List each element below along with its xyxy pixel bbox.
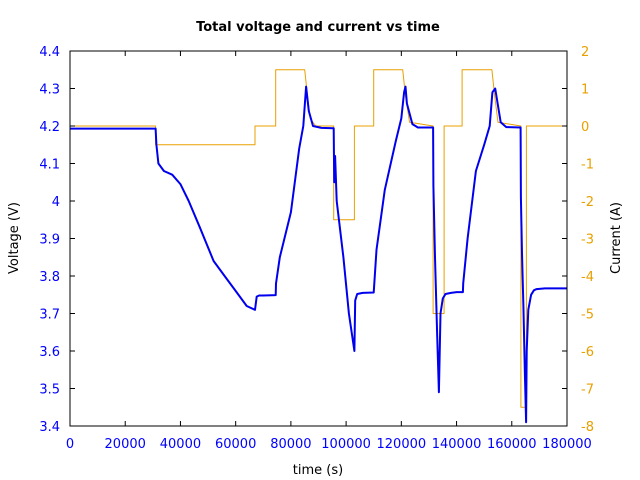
y-left-tick-label: 3.8 bbox=[39, 270, 60, 285]
y-right-tick-label: -1 bbox=[581, 158, 594, 173]
x-tick-label: 0 bbox=[66, 437, 74, 452]
series-layer bbox=[70, 69, 567, 424]
x-tick-label: 20000 bbox=[105, 437, 146, 452]
y-right-tick-label: -8 bbox=[581, 420, 594, 435]
y-right-tick-label: -6 bbox=[581, 345, 594, 360]
x-axis: 0 20000 40000 60000 80000 100000 120000 140000 1… bbox=[66, 51, 592, 452]
x-tick-label: 80000 bbox=[270, 437, 311, 452]
y-axis-left-label: Voltage (V) bbox=[7, 202, 22, 274]
current-series-line bbox=[70, 69, 567, 408]
y-right-tick-label: 2 bbox=[581, 45, 589, 60]
voltage-series-line bbox=[70, 85, 567, 424]
y-left-tick-label: 3.9 bbox=[39, 233, 60, 248]
y-right-tick-label: 1 bbox=[581, 83, 589, 98]
y-right-tick-label: -2 bbox=[581, 195, 594, 210]
y-right-tick-label: -5 bbox=[581, 308, 594, 323]
y-left-tick-label: 3.7 bbox=[39, 308, 60, 323]
x-tick-label: 160000 bbox=[487, 437, 537, 452]
plot-frame bbox=[69, 50, 568, 427]
y-right-tick-label: -4 bbox=[581, 270, 594, 285]
y-axis-left: 3.4 3.5 3.6 3.7 3.8 3.9 4 4.1 4.2 4.3 4.4 bbox=[39, 45, 75, 435]
y-right-tick-label: -7 bbox=[581, 383, 594, 398]
y-left-tick-label: 3.4 bbox=[39, 420, 60, 435]
y-left-tick-label: 4 bbox=[52, 195, 60, 210]
y-left-tick-label: 4.1 bbox=[39, 158, 60, 173]
y-axis-right-label: Current (A) bbox=[609, 202, 624, 274]
x-tick-label: 60000 bbox=[215, 437, 256, 452]
y-left-tick-label: 4.3 bbox=[39, 83, 60, 98]
y-left-tick-label: 4.2 bbox=[39, 120, 60, 135]
y-right-tick-label: -3 bbox=[581, 233, 594, 248]
x-tick-label: 180000 bbox=[542, 437, 592, 452]
y-left-tick-label: 4.4 bbox=[39, 45, 60, 60]
x-tick-label: 120000 bbox=[377, 437, 427, 452]
chart-title: Total voltage and current vs time bbox=[196, 20, 440, 35]
y-axis-right: -8 -7 -6 -5 -4 -3 -2 -1 0 1 2 bbox=[562, 45, 594, 435]
y-right-tick-label: 0 bbox=[581, 120, 589, 135]
y-left-tick-label: 3.5 bbox=[39, 383, 60, 398]
x-tick-label: 40000 bbox=[160, 437, 201, 452]
x-axis-label: time (s) bbox=[293, 463, 343, 478]
x-tick-label: 140000 bbox=[432, 437, 482, 452]
x-tick-label: 100000 bbox=[321, 437, 371, 452]
y-left-tick-label: 3.6 bbox=[39, 345, 60, 360]
